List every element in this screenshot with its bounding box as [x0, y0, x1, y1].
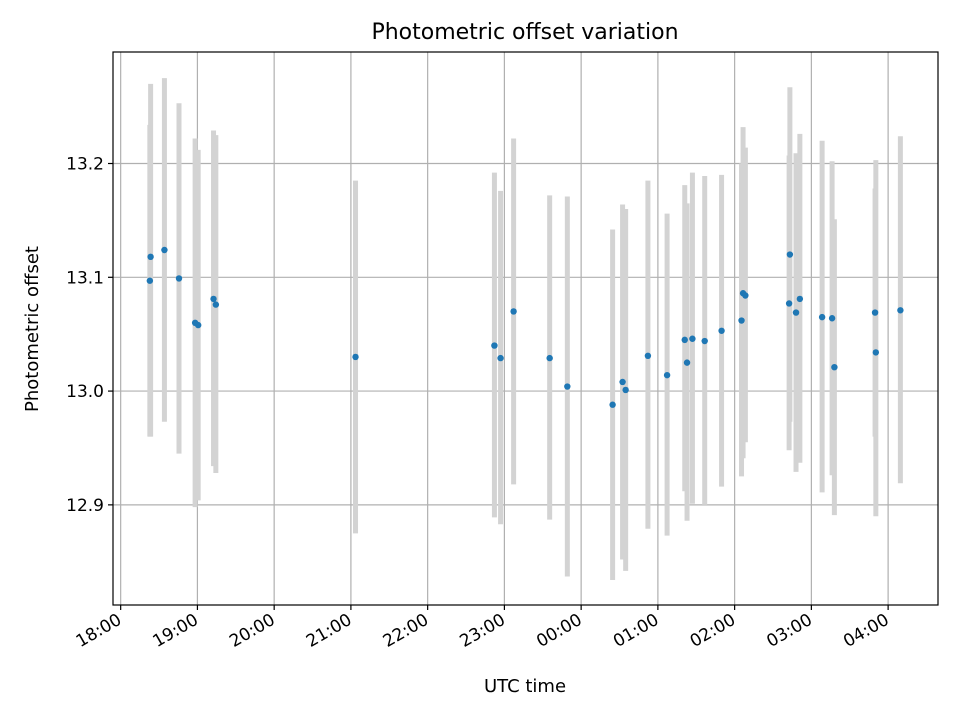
- data-point: [194, 321, 202, 329]
- data-point: [897, 307, 904, 314]
- data-point: [681, 336, 688, 344]
- data-point: [546, 354, 553, 362]
- data-point: [491, 342, 498, 349]
- plot-frame: [112, 51, 939, 606]
- data-point: [701, 337, 708, 345]
- data-point: [210, 295, 217, 303]
- y-tick-label: 13.2: [66, 155, 104, 175]
- data-point: [683, 359, 691, 366]
- point-layer: [146, 246, 904, 408]
- data-point: [831, 363, 838, 371]
- data-point: [497, 354, 504, 362]
- data-point: [828, 315, 836, 322]
- y-tick-label: 13.0: [66, 382, 104, 402]
- data-point: [742, 292, 749, 299]
- data-point: [796, 295, 804, 303]
- data-point: [689, 335, 696, 342]
- data-point: [564, 383, 571, 390]
- data-point: [147, 253, 154, 261]
- y-tick-label: 12.9: [66, 496, 104, 516]
- data-point: [818, 313, 826, 321]
- data-point: [212, 301, 220, 308]
- data-point: [872, 349, 880, 356]
- data-point: [622, 386, 629, 394]
- data-point: [786, 251, 794, 258]
- data-point: [718, 327, 725, 334]
- data-point: [619, 378, 626, 386]
- data-point: [609, 401, 616, 408]
- data-point: [871, 309, 879, 316]
- data-point: [644, 352, 652, 360]
- y-tick-label: 13.1: [66, 268, 104, 288]
- data-point: [510, 308, 517, 315]
- data-point: [792, 309, 800, 316]
- data-point: [175, 275, 183, 282]
- chart-title: Photometric offset variation: [371, 20, 678, 45]
- x-axis-label: UTC time: [484, 676, 566, 697]
- data-point: [352, 353, 359, 361]
- data-point: [146, 277, 154, 284]
- data-point: [663, 371, 671, 379]
- data-point: [738, 317, 745, 324]
- y-axis-label: Photometric offset: [22, 246, 43, 412]
- data-point: [161, 246, 168, 254]
- data-point: [785, 300, 793, 307]
